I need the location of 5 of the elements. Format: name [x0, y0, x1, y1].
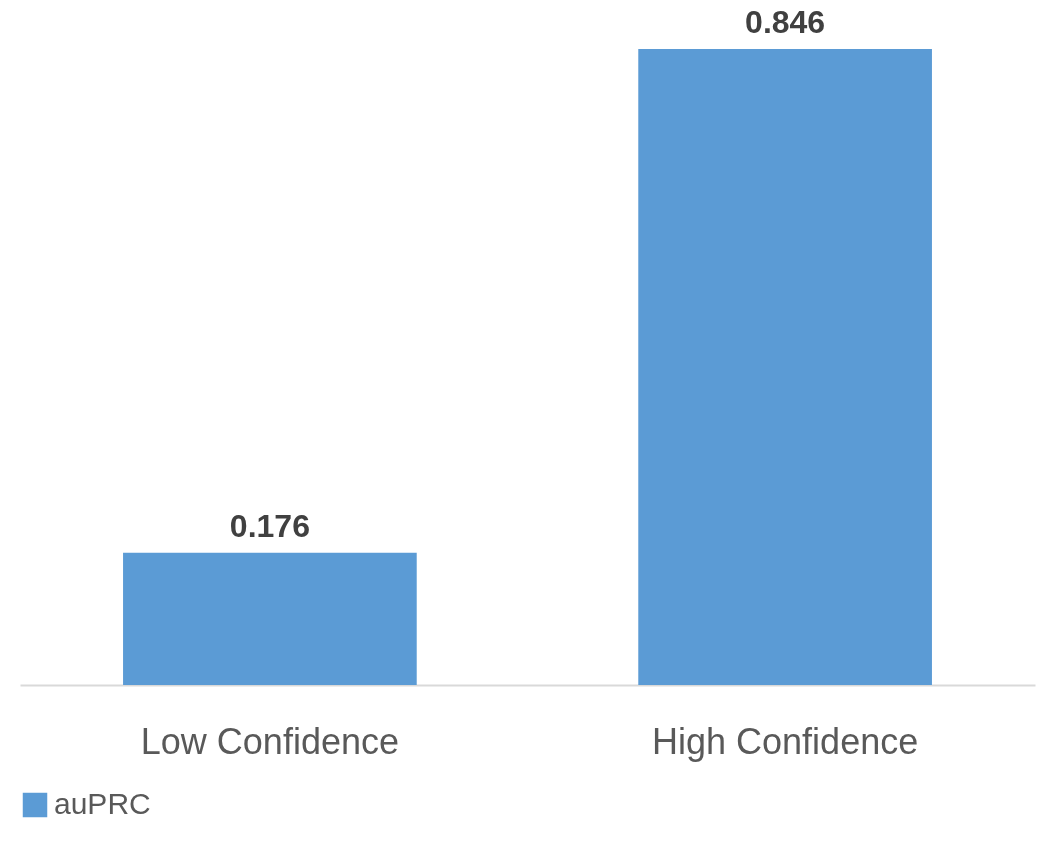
- legend-label: auPRC: [54, 787, 151, 820]
- data-label: 0.176: [229, 507, 310, 544]
- x-tick-label: High Confidence: [652, 720, 919, 762]
- data-label: 0.846: [745, 4, 826, 40]
- x-tick-label: Low Confidence: [140, 720, 399, 762]
